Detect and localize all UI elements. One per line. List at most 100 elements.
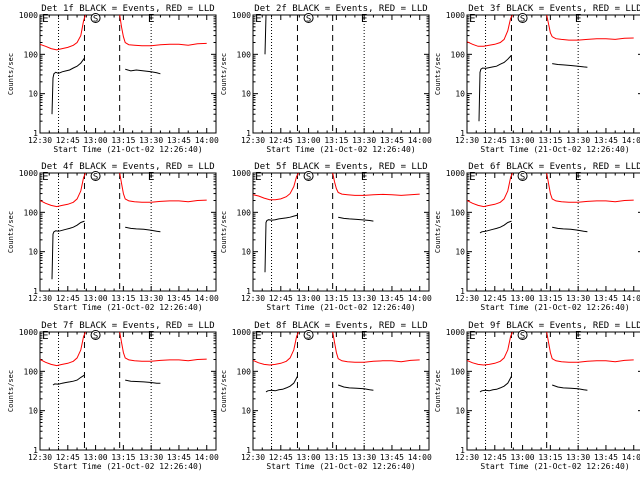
x-tick-label: 13:00 xyxy=(297,294,321,303)
marker-label: E xyxy=(255,170,262,183)
panel-title: Det 3f BLACK = Events, RED = LLD xyxy=(468,4,640,14)
series-events-line xyxy=(552,63,588,68)
x-axis-label: Start Time (21-Oct-02 12:26:40) xyxy=(480,145,629,154)
y-tick-label: 1 xyxy=(33,446,38,455)
y-tick-label: 1 xyxy=(246,287,251,296)
panel-title: Det 7f BLACK = Events, RED = LLD xyxy=(41,321,214,331)
marker-label: E xyxy=(469,170,476,183)
marker-circle xyxy=(517,13,528,23)
y-tick-label: 10 xyxy=(455,90,465,99)
y-tick-label: 1000 xyxy=(232,11,251,20)
y-axis-label: Counts/sec xyxy=(220,370,228,412)
x-tick-label: 12:30 xyxy=(28,136,52,145)
series-lld-line xyxy=(332,332,420,363)
series-lld-line xyxy=(467,15,513,47)
y-tick-label: 1 xyxy=(460,446,465,455)
y-tick-label: 1 xyxy=(460,129,465,138)
y-axis-label: Counts/sec xyxy=(7,211,15,253)
y-tick-label: 1000 xyxy=(232,328,251,337)
series-lld-line xyxy=(119,15,207,47)
panel-title: Det 6f BLACK = Events, RED = LLD xyxy=(468,162,640,172)
marker-label: E xyxy=(361,170,368,183)
x-tick-label: 14:00 xyxy=(622,453,640,462)
y-tick-label: 1 xyxy=(33,129,38,138)
y-tick-label: 100 xyxy=(237,50,252,59)
y-tick-label: 100 xyxy=(451,208,466,217)
y-tick-label: 1000 xyxy=(232,169,251,178)
x-axis-label: Start Time (21-Oct-02 12:26:40) xyxy=(53,462,202,471)
marker-label: E xyxy=(148,170,155,183)
panel-title: Det 5f BLACK = Events, RED = LLD xyxy=(254,162,427,172)
y-tick-label: 1000 xyxy=(19,169,38,178)
marker-circle xyxy=(303,171,314,181)
x-tick-label: 13:15 xyxy=(538,453,562,462)
series-events-line xyxy=(51,220,85,280)
y-axis-label: Counts/sec xyxy=(434,370,442,412)
marker-label: E xyxy=(42,170,49,183)
panel-title: Det 8f BLACK = Events, RED = LLD xyxy=(254,321,427,331)
x-tick-label: 13:00 xyxy=(511,136,535,145)
x-axis-label: Start Time (21-Oct-02 12:26:40) xyxy=(53,303,202,312)
marker-label: E xyxy=(42,12,49,25)
x-tick-label: 14:00 xyxy=(195,453,219,462)
x-tick-label: 14:00 xyxy=(408,136,432,145)
x-tick-label: 13:30 xyxy=(139,453,163,462)
series-lld-line xyxy=(40,332,86,367)
y-axis-label: Counts/sec xyxy=(7,53,15,95)
plot-frame xyxy=(466,14,640,134)
marker-circle xyxy=(90,171,101,181)
series-events-line xyxy=(338,384,374,391)
panel-title: Det 2f BLACK = Events, RED = LLD xyxy=(254,4,427,14)
series-events-line xyxy=(479,375,512,393)
x-tick-label: 13:45 xyxy=(594,136,618,145)
plot-frame xyxy=(252,14,430,134)
y-tick-label: 1 xyxy=(246,446,251,455)
x-axis-label: Start Time (21-Oct-02 12:26:40) xyxy=(266,462,415,471)
y-tick-label: 1000 xyxy=(446,11,465,20)
x-tick-label: 12:45 xyxy=(56,136,80,145)
panel-det-8: Det 8f BLACK = Events, RED = LLD 1 10 100 10… xyxy=(220,321,432,471)
y-tick-label: 100 xyxy=(237,367,252,376)
marker-label: S xyxy=(93,173,98,183)
y-tick-label: 10 xyxy=(28,90,38,99)
panel-det-7: Det 7f BLACK = Events, RED = LLD 1 10 100 10… xyxy=(7,321,219,471)
x-tick-label: 13:15 xyxy=(538,136,562,145)
y-tick-label: 1 xyxy=(246,129,251,138)
y-tick-label: 10 xyxy=(455,407,465,416)
x-tick-label: 13:00 xyxy=(84,294,108,303)
x-tick-label: 13:45 xyxy=(167,294,191,303)
plot-frame xyxy=(466,331,640,451)
x-tick-label: 13:30 xyxy=(566,136,590,145)
series-lld-line xyxy=(40,173,86,208)
x-tick-label: 13:30 xyxy=(352,136,376,145)
x-tick-label: 12:45 xyxy=(483,136,507,145)
y-tick-label: 10 xyxy=(241,90,251,99)
marker-label: S xyxy=(520,173,525,183)
marker-label: E xyxy=(148,12,155,25)
y-axis-label: Counts/sec xyxy=(434,211,442,253)
series-lld-line xyxy=(467,173,513,208)
y-tick-label: 100 xyxy=(451,50,466,59)
panel-title: Det 9f BLACK = Events, RED = LLD xyxy=(468,321,640,331)
x-tick-label: 13:00 xyxy=(511,453,535,462)
y-tick-label: 1000 xyxy=(446,328,465,337)
series-events-line xyxy=(479,220,512,234)
y-tick-label: 10 xyxy=(455,248,465,257)
panel-det-4: Det 4f BLACK = Events, RED = LLD 1 10 100 10… xyxy=(7,162,219,312)
marker-circle xyxy=(90,13,101,23)
marker-label: E xyxy=(361,329,368,342)
x-tick-label: 14:00 xyxy=(408,294,432,303)
plot-frame xyxy=(466,172,640,292)
marker-label: S xyxy=(520,15,525,25)
marker-label: E xyxy=(255,329,262,342)
x-tick-label: 12:45 xyxy=(269,453,293,462)
x-tick-label: 13:30 xyxy=(566,294,590,303)
series-lld-line xyxy=(253,332,299,366)
y-tick-label: 10 xyxy=(241,407,251,416)
series-lld-line xyxy=(119,332,207,362)
x-tick-label: 12:30 xyxy=(28,294,52,303)
marker-label: E xyxy=(575,170,582,183)
x-tick-label: 12:30 xyxy=(28,453,52,462)
x-tick-label: 14:00 xyxy=(195,136,219,145)
